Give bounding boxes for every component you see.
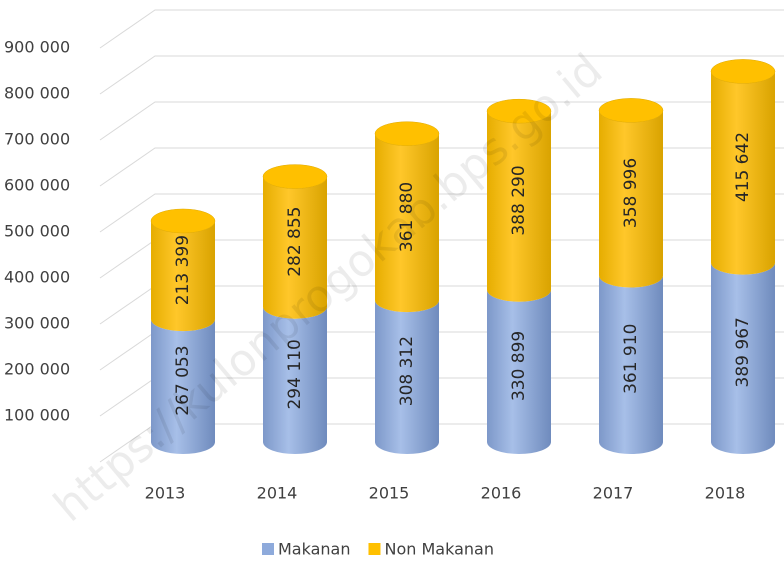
cylinder-segment <box>151 319 215 454</box>
y-tick-label: 700 000 <box>4 130 70 149</box>
y-tick-label: 300 000 <box>4 314 70 333</box>
x-tick-label: 2014 <box>257 484 298 503</box>
cylinder-segment <box>487 289 551 454</box>
value-label: 389 967 <box>733 317 753 387</box>
legend-label: Makanan <box>278 540 350 559</box>
grid-line <box>99 193 784 233</box>
cylinder-top <box>262 164 328 189</box>
x-tick-label: 2015 <box>369 484 410 503</box>
value-label: 388 290 <box>509 165 529 235</box>
value-label: 358 996 <box>621 158 641 228</box>
legend-swatch <box>368 543 381 555</box>
y-tick-label: 500 000 <box>4 222 70 241</box>
value-label: 330 899 <box>509 331 529 401</box>
x-tick-label: 2016 <box>481 484 522 503</box>
cylinder-top <box>150 208 216 234</box>
cylinder-segment <box>599 110 663 288</box>
cylinder-segment <box>711 71 775 275</box>
value-label: 361 910 <box>621 324 641 394</box>
cylinder-segment <box>375 133 439 313</box>
y-tick-label: 100 000 <box>4 406 70 425</box>
value-label: 294 110 <box>285 339 305 409</box>
cylinder-segment <box>711 262 775 454</box>
value-label: 308 312 <box>397 336 417 406</box>
grid-line <box>99 55 784 95</box>
cylinder-top <box>486 98 552 124</box>
value-label: 213 399 <box>173 235 193 305</box>
value-label: 415 642 <box>733 132 753 202</box>
cylinder-segment <box>263 176 327 319</box>
bars <box>150 59 776 454</box>
value-label: 267 053 <box>173 345 193 415</box>
cylinder-top <box>374 121 440 146</box>
cylinder-segment <box>151 220 215 332</box>
cylinder-segment <box>599 275 663 454</box>
grid-line <box>99 101 784 141</box>
y-tick-label: 600 000 <box>4 176 70 195</box>
legend-swatch <box>262 543 274 555</box>
cylinder-segment <box>487 111 551 302</box>
y-tick-label: 800 000 <box>4 84 70 103</box>
y-tick-label: 200 000 <box>4 360 70 379</box>
cylinder-top <box>598 98 664 123</box>
labels: 2013 267 053 213 399 2014 294 110 282 855 2015… <box>145 132 753 559</box>
grid-line <box>99 9 784 49</box>
y-tick-label: 900 000 <box>4 38 70 57</box>
cylinder-top <box>710 59 776 84</box>
x-tick-label: 2017 <box>593 484 634 503</box>
cylinder-segment <box>263 306 327 454</box>
grid-line <box>99 147 784 187</box>
value-label: 282 855 <box>285 206 305 276</box>
x-tick-label: 2018 <box>705 484 746 503</box>
legend-label: Non Makanan <box>384 540 493 559</box>
y-tick-label: 400 000 <box>4 268 70 287</box>
cylinder-segment <box>375 300 439 454</box>
x-tick-label: 2013 <box>145 484 186 503</box>
value-label: 361 880 <box>397 182 417 252</box>
